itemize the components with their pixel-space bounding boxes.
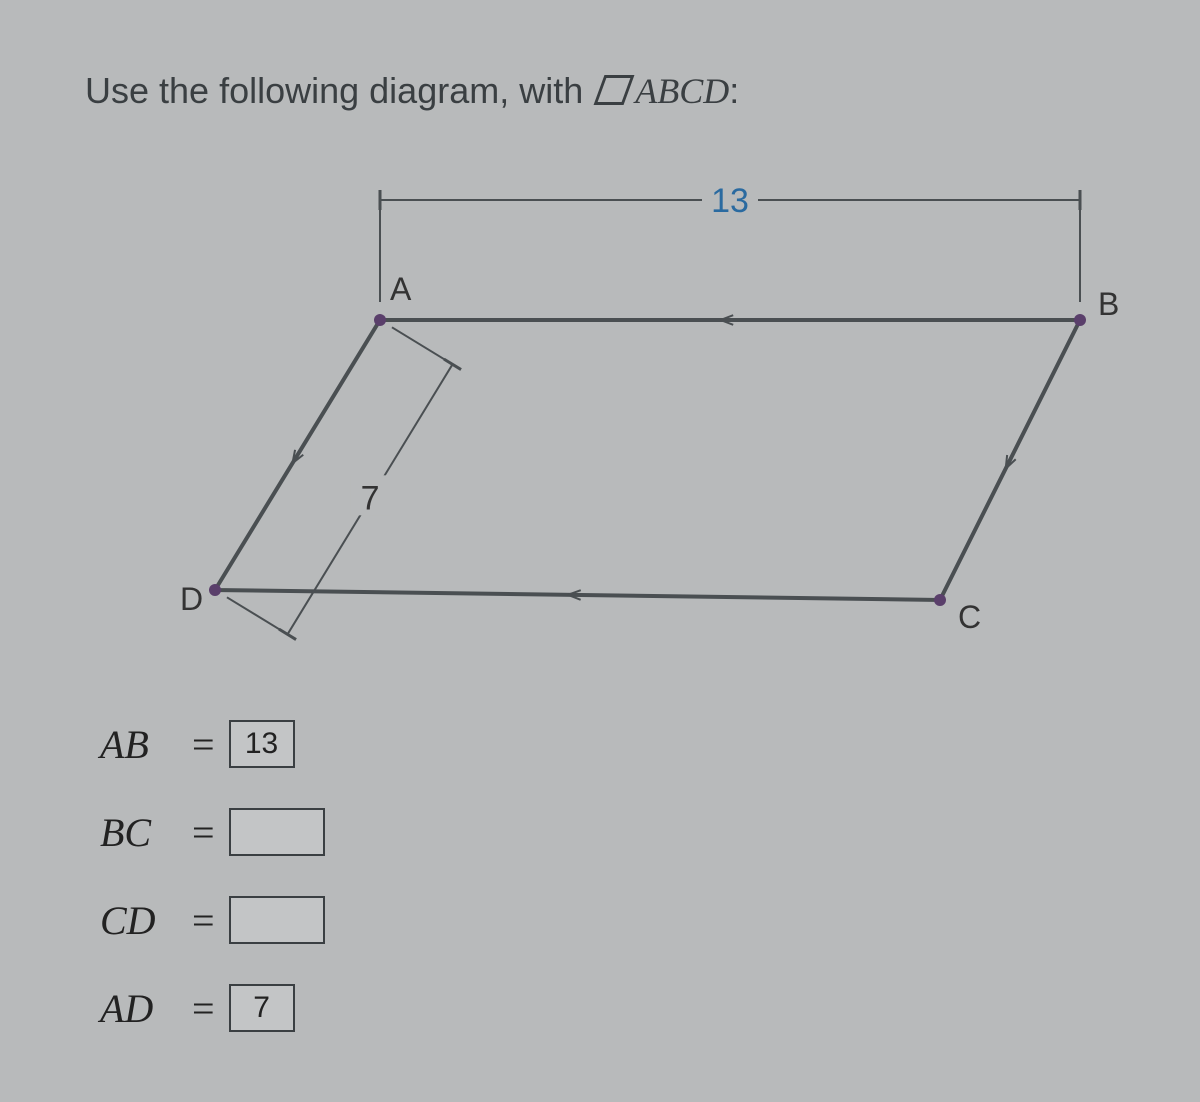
answer-label: CD bbox=[100, 897, 192, 944]
answer-input-ab[interactable]: 13 bbox=[229, 720, 295, 768]
prompt-suffix: : bbox=[729, 70, 739, 111]
answer-label: AB bbox=[100, 721, 192, 768]
svg-text:13: 13 bbox=[711, 182, 749, 220]
question-prompt: Use the following diagram, with ABCD: bbox=[85, 70, 739, 112]
answer-row: BC = bbox=[100, 808, 325, 856]
answer-row: CD = bbox=[100, 896, 325, 944]
equals-sign: = bbox=[192, 897, 215, 944]
svg-text:D: D bbox=[180, 581, 203, 617]
parallelogram-icon bbox=[594, 75, 635, 105]
answer-row: AB = 13 bbox=[100, 720, 325, 768]
svg-text:B: B bbox=[1098, 286, 1119, 322]
prompt-shape-name: ABCD bbox=[635, 71, 729, 111]
answer-input-cd[interactable] bbox=[229, 896, 325, 944]
equals-sign: = bbox=[192, 721, 215, 768]
svg-text:7: 7 bbox=[361, 479, 380, 517]
answer-input-bc[interactable] bbox=[229, 808, 325, 856]
parallelogram-diagram: A B C D 13 7 bbox=[70, 150, 1130, 680]
equals-sign: = bbox=[192, 809, 215, 856]
answers-block: AB = 13 BC = CD = AD = 7 bbox=[100, 720, 325, 1072]
svg-text:A: A bbox=[390, 271, 412, 307]
equals-sign: = bbox=[192, 985, 215, 1032]
prompt-prefix: Use the following diagram, with bbox=[85, 70, 583, 111]
answer-input-ad[interactable]: 7 bbox=[229, 984, 295, 1032]
svg-text:C: C bbox=[958, 599, 981, 635]
answer-label: BC bbox=[100, 809, 192, 856]
answer-label: AD bbox=[100, 985, 192, 1032]
answer-row: AD = 7 bbox=[100, 984, 325, 1032]
